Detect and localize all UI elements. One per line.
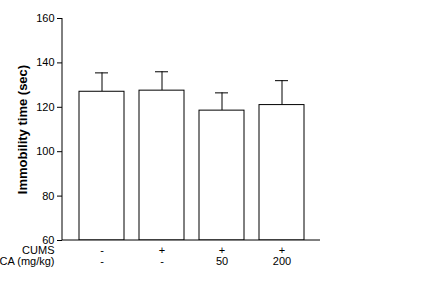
svg-text:80: 80	[42, 190, 54, 202]
svg-text:Immobility time (sec): Immobility time (sec)	[15, 65, 30, 194]
svg-text:160: 160	[36, 12, 54, 24]
svg-text:+50: +50	[216, 244, 228, 267]
svg-text:+200: +200	[273, 244, 291, 267]
svg-text:CUMSCA (mg/kg): CUMSCA (mg/kg)	[0, 244, 55, 267]
svg-text:100: 100	[36, 145, 54, 157]
svg-text:120: 120	[36, 101, 54, 113]
svg-text:--: --	[100, 244, 104, 267]
svg-text:60: 60	[42, 234, 55, 246]
svg-text:+-: +-	[159, 244, 165, 267]
svg-text:140: 140	[36, 56, 54, 68]
